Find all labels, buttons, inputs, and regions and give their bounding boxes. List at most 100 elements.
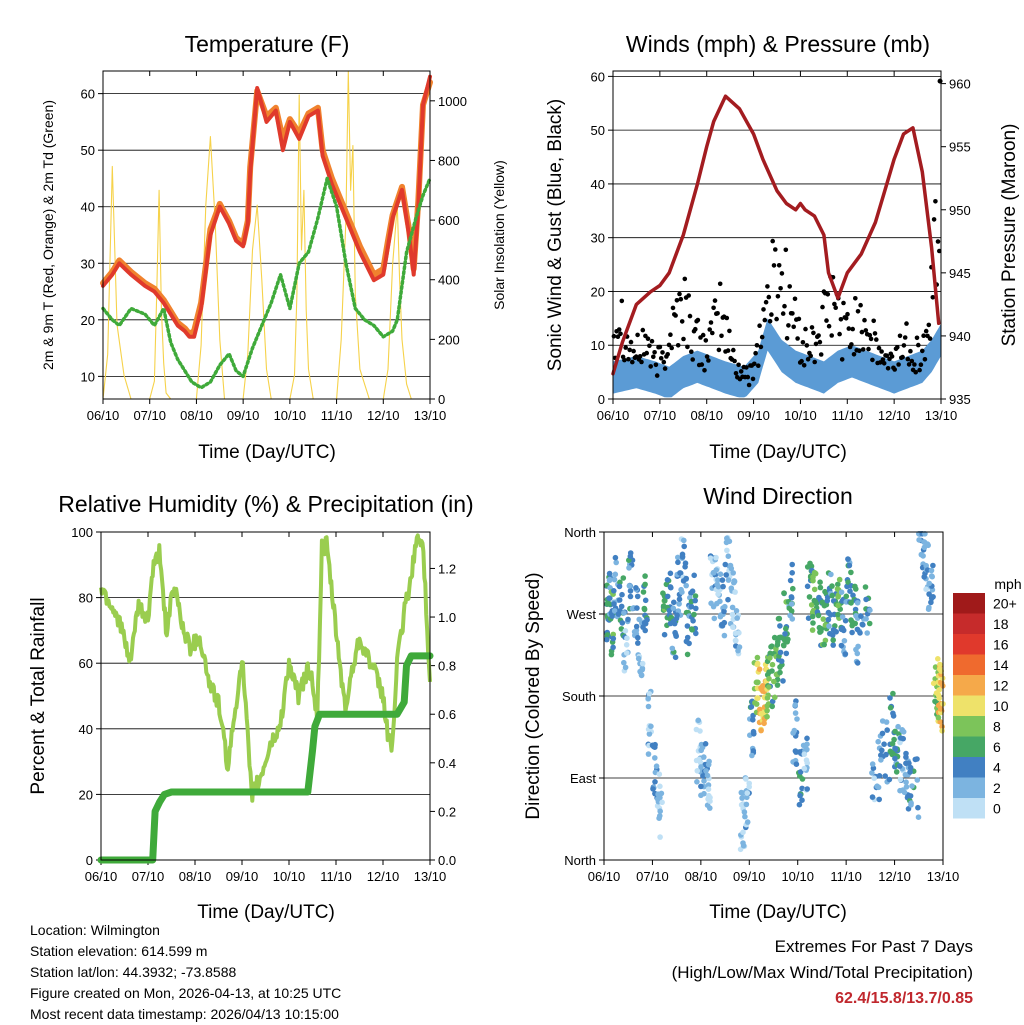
gust-point: [824, 318, 829, 323]
direction-point: [646, 691, 653, 697]
xtick-label-0: 06/10: [85, 869, 118, 884]
direction-point: [815, 612, 822, 619]
gust-point: [674, 298, 680, 303]
direction-point: [617, 579, 623, 586]
gust-point: [651, 354, 656, 360]
y2tick-label-4: 0.8: [438, 659, 456, 674]
gust-point: [704, 354, 710, 359]
direction-point: [930, 680, 937, 687]
direction-point: [689, 627, 695, 633]
direction-point: [731, 579, 737, 586]
direction-point: [777, 669, 783, 676]
gust-point: [710, 330, 715, 336]
direction-point: [752, 700, 758, 706]
direction-point: [776, 615, 783, 622]
direction-point: [622, 628, 629, 634]
direction-point: [719, 577, 726, 583]
direction-point: [787, 612, 793, 619]
legend-swatch-8: [953, 757, 985, 778]
direction-point: [729, 604, 736, 611]
direction-point: [698, 783, 704, 790]
direction-point: [722, 561, 729, 568]
direction-point: [621, 610, 627, 616]
direction-point: [895, 723, 901, 730]
direction-point: [642, 581, 648, 588]
direction-point: [817, 579, 823, 585]
gust-point: [820, 304, 825, 310]
direction-point: [860, 622, 866, 628]
direction-point: [724, 547, 730, 554]
gust-point: [803, 326, 808, 332]
direction-point: [700, 773, 706, 779]
direction-point: [717, 571, 724, 577]
extremes-subtitle: (High/Low/Max Wind/Total Precipitation): [671, 963, 973, 982]
gust-point: [905, 356, 911, 362]
xtick-label-1: 07/10: [133, 408, 166, 423]
direction-point: [638, 672, 645, 678]
gust-point: [901, 343, 907, 348]
gust-point: [879, 349, 884, 354]
direction-point: [616, 583, 623, 590]
ytick-label-2: 30: [81, 256, 95, 271]
direction-point: [921, 574, 927, 580]
direction-point: [935, 714, 942, 721]
legend-swatch-4: [953, 675, 985, 696]
direction-point: [757, 706, 763, 713]
xtick-label-4: 10/10: [273, 869, 306, 884]
speed-legend: mph 20+ 18 16 14 12 10 8 6 4 2 0: [953, 576, 1022, 819]
gust-point: [675, 343, 681, 348]
gust-point: [766, 294, 772, 300]
direction-point: [623, 650, 630, 656]
humidity-title: Relative Humidity (%) & Precipitation (i…: [58, 491, 473, 517]
gust-point: [685, 344, 690, 350]
direction-point: [661, 631, 668, 638]
direction-point: [804, 786, 810, 792]
temperature-panel: Temperature (F) 102030405060020040060080…: [40, 31, 507, 463]
direction-point: [705, 782, 712, 788]
y2tick-label-2: 400: [438, 273, 460, 288]
direction-point: [653, 763, 660, 769]
gust-point: [782, 303, 787, 309]
gust-point: [859, 329, 865, 335]
direction-point: [616, 597, 623, 603]
direction-point: [743, 776, 749, 782]
gust-point: [618, 331, 623, 337]
gust-point: [653, 362, 659, 368]
gust-point: [690, 357, 695, 362]
gust-point: [637, 354, 643, 359]
direction-point: [878, 752, 884, 758]
direction-point: [610, 644, 616, 651]
direction-point: [835, 602, 841, 609]
direction-point: [876, 773, 883, 779]
gust-point: [895, 345, 900, 350]
winds-title: Winds (mph) & Pressure (mb): [626, 31, 930, 57]
gust-point: [654, 373, 660, 378]
ytick-label-0: 0: [86, 853, 93, 868]
direction-point: [640, 589, 647, 595]
legend-label-9: 2: [993, 780, 1001, 796]
legend-label-3: 14: [993, 657, 1009, 673]
y2tick-label-4: 800: [438, 153, 460, 168]
direction-point: [804, 583, 811, 590]
direction-point: [836, 576, 843, 583]
gust-point: [761, 307, 766, 312]
direction-point: [698, 747, 704, 754]
direction-point: [768, 644, 774, 650]
xtick-label-7: 13/10: [414, 869, 447, 884]
gust-point: [801, 363, 807, 368]
direction-point: [808, 563, 815, 569]
direction-point: [909, 783, 915, 789]
direction-point: [925, 606, 932, 612]
winds-y2label: Station Pressure (Maroon): [999, 124, 1020, 347]
ytick-label-3: 60: [79, 656, 93, 671]
direction-point: [923, 586, 929, 592]
legend-label-2: 16: [993, 636, 1009, 652]
gust-point: [867, 332, 873, 338]
xtick-label-6: 12/10: [367, 408, 400, 423]
direction-point: [715, 591, 721, 597]
gust-point: [838, 317, 844, 322]
wind-direction-ylabel: Direction (Colored By Speed): [523, 572, 544, 819]
direction-point: [845, 579, 851, 585]
xtick-label-7: 13/10: [927, 869, 960, 884]
ytick-label-3: 30: [591, 231, 605, 246]
